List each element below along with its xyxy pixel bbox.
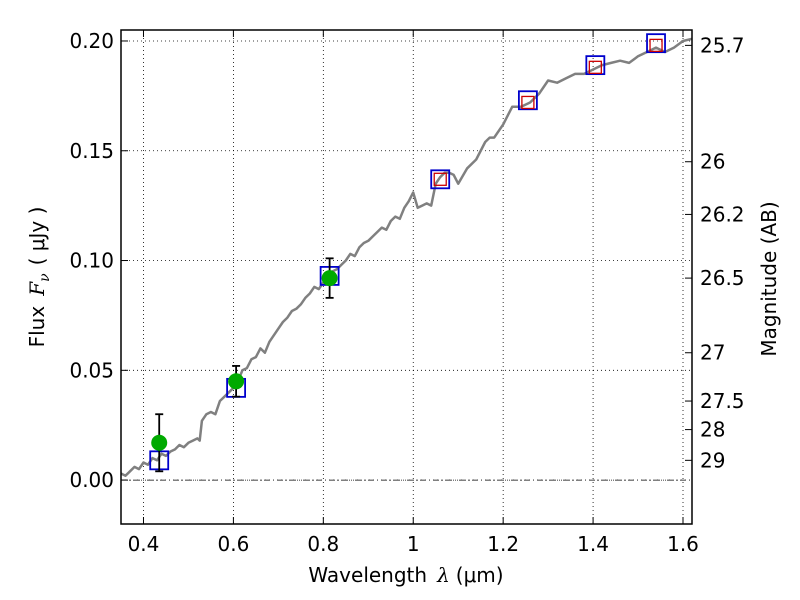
y-tick-label: 0.20: [69, 29, 114, 53]
y-tick-label: 0.15: [69, 139, 114, 163]
grid-lines: [121, 30, 692, 524]
magnitude-tick-label: 29: [700, 448, 725, 472]
x-tick-label: 0.4: [128, 532, 160, 556]
plot-frame: [120, 29, 693, 525]
magnitude-tick-label: 26.2: [700, 202, 745, 226]
x-tick-label: 1: [407, 532, 420, 556]
model-flux-square-blue: [585, 55, 606, 76]
y-axis-title: FluxFν( μJy ): [25, 207, 53, 348]
x-tick-label: 1.6: [667, 532, 699, 556]
model-flux-square-blue: [646, 33, 666, 54]
magnitude-tick-label: 26: [700, 150, 725, 174]
x-tick-label: 0.8: [307, 532, 339, 556]
model-spectrum-line: [120, 37, 693, 477]
model-flux-square-blue: [517, 90, 538, 111]
x-axis-title: Wavelength λ (μm): [308, 563, 503, 587]
magnitude-tick-label: 28: [700, 418, 725, 442]
magnitude-tick-label: 27.5: [700, 389, 745, 413]
magnitude-tick-label: 25.7: [700, 33, 745, 57]
y-tick-label: 0.05: [69, 358, 114, 382]
model-flux-square-red: [588, 60, 602, 74]
points-layer: [149, 33, 666, 473]
observed-flux-point: [228, 373, 245, 390]
y2-axis-title: Magnitude (AB): [757, 201, 781, 356]
x-tick-label: 1.4: [577, 532, 609, 556]
observed-flux-point: [321, 270, 338, 287]
y-tick-label: 0.10: [69, 249, 114, 273]
magnitude-tick-label: 27: [700, 341, 725, 365]
y-tick-label: 0.00: [69, 468, 114, 492]
observed-flux-point: [151, 434, 168, 451]
magnitude-tick-label: 26.5: [700, 266, 745, 290]
model-flux-square-red: [521, 95, 535, 110]
ticks-layer: [121, 30, 692, 524]
spectrum-layer: [120, 37, 693, 477]
model-flux-square-red: [433, 172, 447, 186]
x-tick-label: 0.6: [217, 532, 249, 556]
tick-labels: 0.4 0.6 0.8 1 1.2 1.4 1.6 0.00 0.05 0.10 0.15 0.20 2…: [69, 29, 744, 556]
x-tick-label: 1.2: [487, 532, 519, 556]
model-flux-square-red: [649, 38, 663, 53]
model-flux-square-blue: [430, 169, 451, 190]
